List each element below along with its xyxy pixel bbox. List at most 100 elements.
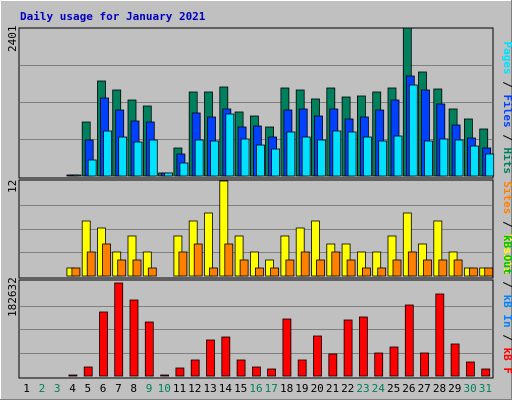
top-legend-files: Files	[501, 95, 512, 128]
day-label-3: 3	[54, 382, 61, 395]
day-label-13: 13	[203, 382, 216, 395]
middle-bar-sites-day-22	[346, 259, 356, 277]
day-label-18: 18	[280, 382, 293, 395]
middle-bar-sites-day-29	[453, 259, 463, 277]
middle-bar-visits-day-9	[142, 251, 152, 277]
day-label-5: 5	[84, 382, 91, 395]
middle-legend-separator: /	[501, 214, 512, 234]
middle-bar-sites-day-30	[468, 267, 478, 277]
middle-bar-visits-day-8	[127, 235, 137, 277]
middle-bar-sites-day-19	[300, 251, 310, 277]
bottom-legend-kb-f: kB F	[501, 348, 512, 375]
bottom-bar-kb-f-day-8	[129, 299, 139, 377]
top-bar-pages-day-14	[225, 113, 235, 177]
day-label-16: 16	[249, 382, 262, 395]
middle-bar-sites-day-8	[132, 259, 142, 277]
top-legend-separator: /	[501, 128, 512, 148]
middle-bar-visits-day-23	[356, 251, 366, 277]
top-bar-pages-day-30	[469, 145, 479, 177]
top-bar-pages-day-13	[210, 140, 219, 177]
middle-bar-sites-day-24	[377, 267, 387, 277]
middle-bar-sites-day-4	[71, 267, 81, 277]
bottom-bar-kb-f-day-12	[190, 359, 200, 377]
middle-bar-visits-day-25	[387, 235, 397, 277]
middle-bar-sites-day-13	[209, 267, 218, 277]
bottom-legend-separator: /	[501, 275, 512, 295]
bottom-bar-kb-f-day-25	[389, 346, 399, 377]
middle-bar-sites-day-5	[86, 251, 96, 277]
top-legend-hits: Hits	[501, 148, 512, 175]
middle-bar-sites-day-16	[254, 267, 264, 277]
day-label-8: 8	[130, 382, 137, 395]
middle-bar-sites-day-21	[331, 251, 341, 277]
middle-bar-sites-day-17	[270, 267, 280, 277]
middle-bar-visits-day-20	[311, 220, 320, 277]
bottom-bar-kb-f-day-6	[99, 311, 108, 377]
top-bar-pages-day-17	[271, 148, 281, 177]
top-bar-pages-day-11	[179, 162, 189, 177]
top-legend-separator: /	[501, 75, 512, 95]
day-label-9: 9	[146, 382, 153, 395]
top-bar-pages-day-9	[148, 139, 158, 177]
top-bar-pages-day-7	[118, 136, 128, 177]
day-label-27: 27	[418, 382, 431, 395]
top-panel-max-label: 2401	[6, 26, 19, 53]
top-legend: Pages / Files / Hits	[501, 42, 512, 175]
day-label-14: 14	[219, 382, 233, 395]
top-bar-pages-day-19	[301, 136, 311, 177]
middle-bar-visits-day-13	[204, 212, 213, 277]
day-label-23: 23	[356, 382, 369, 395]
day-label-28: 28	[433, 382, 446, 395]
top-bar-pages-day-31	[485, 153, 495, 177]
middle-legend-sites: Sites	[501, 181, 512, 214]
middle-legend-visits: Visits	[501, 234, 512, 274]
top-bar-pages-day-8	[133, 141, 143, 177]
bottom-panel-max-label: 182632	[6, 277, 19, 317]
day-label-30: 30	[463, 382, 476, 395]
middle-bar-visits-day-5	[81, 220, 91, 277]
bottom-bar-kb-f-day-15	[236, 359, 246, 377]
day-label-11: 11	[173, 382, 186, 395]
day-label-29: 29	[448, 382, 461, 395]
middle-bar-visits-day-16	[249, 251, 259, 277]
bottom-bar-kb-f-day-7	[114, 282, 124, 377]
top-bar-pages-day-29	[454, 139, 464, 177]
middle-bar-sites-day-18	[285, 259, 295, 277]
middle-bar-sites-day-20	[316, 259, 325, 277]
bottom-legend-kb-in: kB In	[501, 295, 512, 328]
bottom-bar-kb-f-day-27	[420, 352, 429, 377]
bottom-bar-kb-f-day-22	[343, 319, 353, 377]
top-bar-pages-day-28	[439, 138, 449, 177]
day-label-7: 7	[115, 382, 122, 395]
middle-bar-sites-day-12	[193, 243, 203, 277]
middle-bar-sites-day-15	[239, 259, 249, 277]
top-bar-pages-day-4	[72, 174, 82, 177]
bottom-bar-kb-f-day-10	[160, 374, 170, 377]
day-label-1: 1	[23, 382, 30, 395]
bottom-bar-kb-f-day-30	[465, 361, 475, 377]
top-bar-pages-day-27	[424, 140, 433, 177]
top-bar-pages-day-25	[393, 135, 403, 177]
top-bar-pages-day-6	[103, 130, 112, 177]
day-label-6: 6	[100, 382, 107, 395]
top-bar-pages-day-18	[286, 131, 296, 177]
bottom-legend-separator: /	[501, 328, 512, 348]
bottom-bar-kb-f-day-11	[175, 367, 185, 377]
middle-bar-visits-day-28	[433, 220, 443, 277]
bottom-bar-kb-f-day-13	[206, 339, 215, 377]
day-label-21: 21	[326, 382, 339, 395]
middle-bar-visits-day-24	[372, 251, 382, 277]
top-bar-pages-day-22	[347, 131, 357, 177]
middle-legend: Sites / Visits	[501, 181, 512, 274]
middle-bar-visits-day-14	[219, 180, 229, 277]
bottom-bar-kb-f-day-20	[313, 335, 322, 377]
top-bar-pages-day-15	[240, 138, 250, 177]
bottom-bar-kb-f-day-19	[297, 359, 307, 377]
bottom-bar-kb-f-day-31	[481, 368, 491, 377]
day-label-31: 31	[479, 382, 492, 395]
bottom-legend-kb-out: kB Out	[501, 235, 512, 275]
top-bar-pages-day-5	[87, 159, 97, 177]
middle-bar-visits-day-18	[280, 235, 290, 277]
middle-panel-max-label: 12	[6, 180, 19, 193]
